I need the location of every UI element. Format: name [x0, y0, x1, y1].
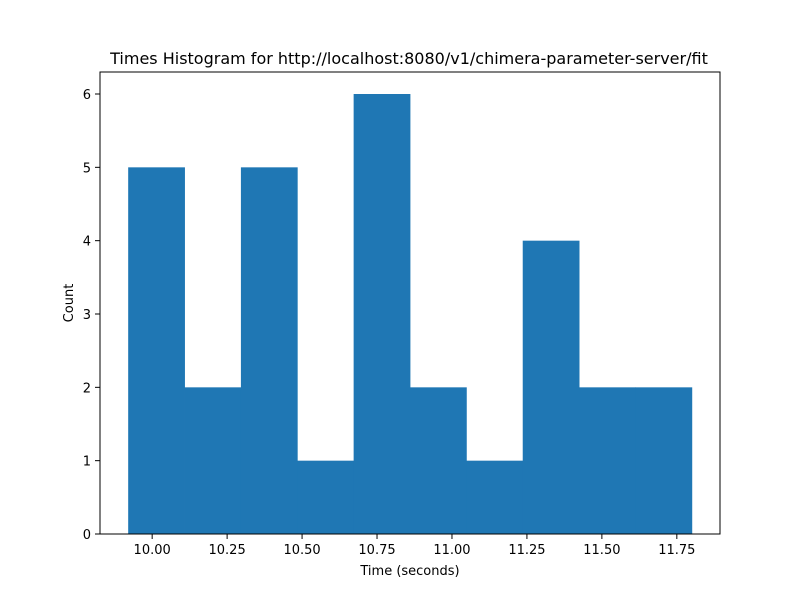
histogram-bar	[466, 460, 524, 534]
histogram-bar	[297, 460, 355, 534]
y-tick-label: 2	[83, 381, 91, 396]
x-tick-label: 11.25	[508, 543, 545, 558]
x-tick-label: 11.00	[433, 543, 470, 558]
histogram-bar	[635, 387, 693, 534]
x-tick-label: 10.75	[358, 543, 395, 558]
x-axis-label: Time (seconds)	[359, 564, 459, 579]
x-tick-label: 10.25	[209, 543, 246, 558]
histogram-bar	[522, 240, 580, 534]
x-tick-label: 10.50	[283, 543, 320, 558]
histogram-bar	[128, 167, 185, 535]
y-tick-label: 1	[83, 455, 91, 470]
histogram-bar	[240, 167, 298, 535]
x-tick-label: 11.50	[583, 543, 620, 558]
y-tick-label: 3	[83, 308, 91, 323]
y-tick-label: 0	[83, 528, 91, 543]
y-axis-ticks: 0 1 2 3 4 5 6	[83, 88, 100, 543]
y-axis-label: Count	[62, 284, 77, 323]
histogram-bar	[579, 387, 636, 534]
histogram-bar	[410, 387, 467, 534]
bars-group	[128, 94, 693, 535]
x-tick-label: 10.00	[134, 543, 171, 558]
x-tick-label: 11.75	[658, 543, 695, 558]
histogram-bar	[184, 387, 242, 534]
plot-frame	[99, 71, 721, 535]
chart-title: Times Histogram for http://localhost:808…	[109, 49, 708, 68]
y-tick-label: 5	[83, 161, 91, 176]
y-tick-label: 6	[83, 88, 91, 103]
x-axis-ticks: 10.00 10.25 10.50 10.75 11.00 11.25 11.50 11.75	[134, 534, 695, 558]
histogram-bar	[353, 94, 411, 534]
y-tick-label: 4	[83, 235, 91, 250]
